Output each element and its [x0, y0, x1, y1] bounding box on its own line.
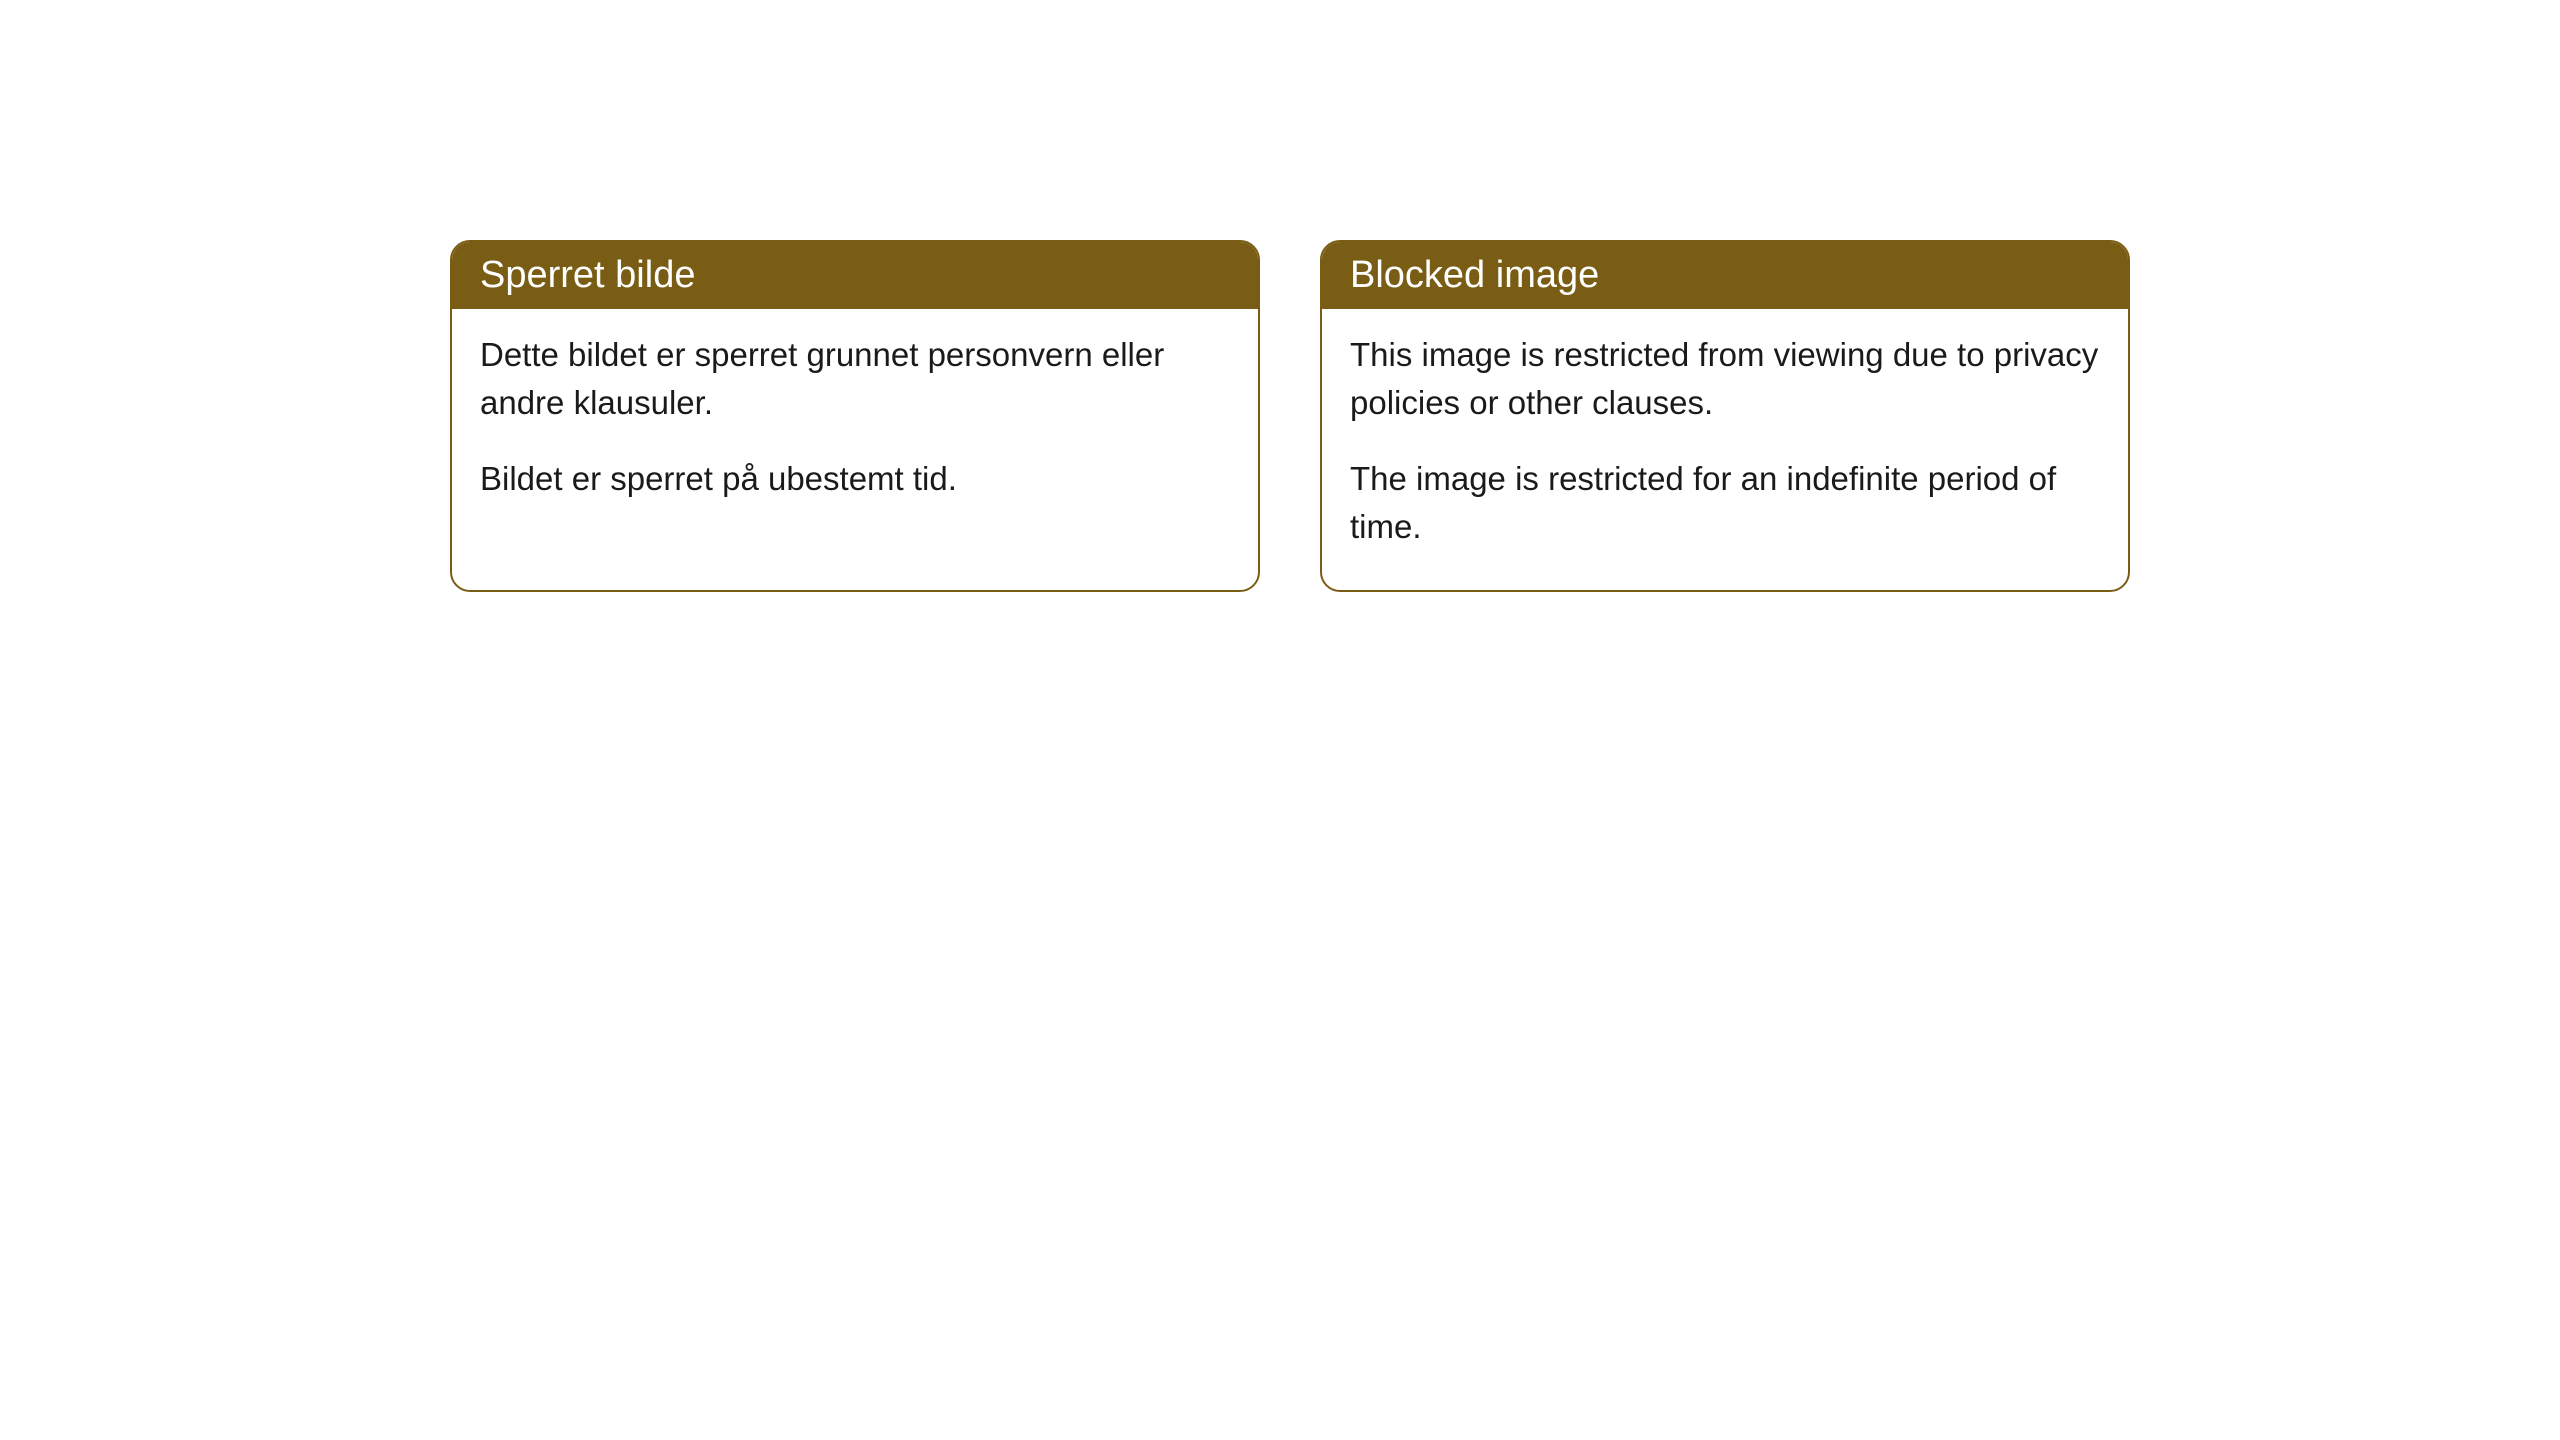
- card-paragraph-english-1: This image is restricted from viewing du…: [1350, 331, 2100, 427]
- card-paragraph-norwegian-1: Dette bildet er sperret grunnet personve…: [480, 331, 1230, 427]
- card-body-english: This image is restricted from viewing du…: [1322, 309, 2128, 590]
- notice-container: Sperret bilde Dette bildet er sperret gr…: [0, 0, 2560, 592]
- card-title-norwegian: Sperret bilde: [480, 254, 695, 296]
- blocked-image-card-norwegian: Sperret bilde Dette bildet er sperret gr…: [450, 240, 1260, 592]
- card-header-english: Blocked image: [1322, 242, 2128, 309]
- card-header-norwegian: Sperret bilde: [452, 242, 1258, 309]
- blocked-image-card-english: Blocked image This image is restricted f…: [1320, 240, 2130, 592]
- card-body-norwegian: Dette bildet er sperret grunnet personve…: [452, 309, 1258, 543]
- card-paragraph-english-2: The image is restricted for an indefinit…: [1350, 455, 2100, 551]
- card-paragraph-norwegian-2: Bildet er sperret på ubestemt tid.: [480, 455, 1230, 503]
- card-title-english: Blocked image: [1350, 254, 1599, 296]
